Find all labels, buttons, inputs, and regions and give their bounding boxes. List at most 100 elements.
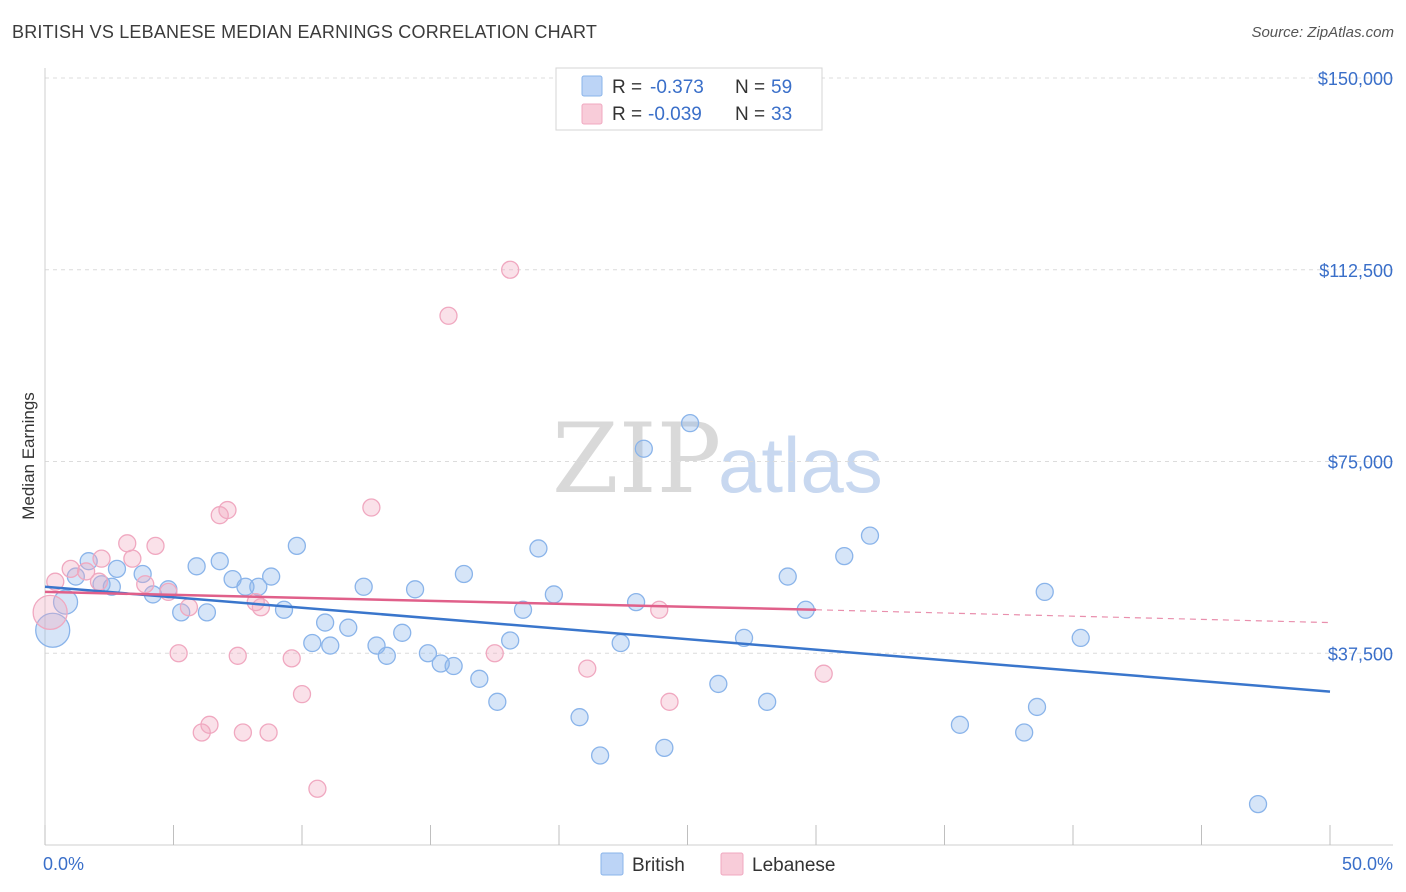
lebanese-point-24 — [308, 779, 327, 798]
british-point-52 — [860, 526, 880, 545]
british-point-34 — [488, 692, 507, 711]
british-point-6 — [107, 559, 127, 579]
british-point-45 — [680, 413, 700, 433]
watermark-zip: ZIP — [552, 403, 721, 515]
british-point-37 — [529, 539, 548, 558]
british-point-35 — [501, 631, 520, 650]
series-swatch-british — [600, 852, 624, 876]
british-point-46 — [709, 674, 728, 694]
x-tick-label-1: 50.0% — [1342, 854, 1393, 874]
watermark-atlas: atlas — [718, 421, 883, 509]
lebanese-point-25 — [362, 498, 381, 517]
british-point-15 — [236, 577, 255, 596]
lebanese-point-31 — [660, 692, 679, 711]
british-point-43 — [634, 439, 653, 458]
british-point-56 — [1035, 582, 1054, 602]
lebanese-point-6 — [118, 534, 137, 553]
lebanese-point-3 — [76, 562, 96, 581]
british-point-38 — [544, 585, 564, 604]
british-trend-line — [44, 585, 1331, 693]
british-point-51 — [835, 546, 854, 566]
x-tick-label-0: 0.0% — [43, 854, 84, 874]
lebanese-point-7 — [123, 549, 142, 568]
lebanese-point-29 — [578, 659, 597, 678]
gridlines — [45, 77, 1393, 654]
y-tick-label-3: $150,000 — [1318, 69, 1393, 89]
watermark: ZIP atlas — [552, 403, 883, 515]
british-point-33 — [470, 669, 489, 688]
legend-r-label-lebanese: R = — [612, 104, 642, 125]
british-point-54 — [1015, 723, 1034, 742]
lebanese-point-32 — [814, 664, 833, 683]
british-point-40 — [590, 746, 610, 765]
y-tick-label-2: $112,500 — [1319, 261, 1393, 281]
british-point-24 — [354, 577, 373, 596]
british-point-1 — [52, 589, 79, 615]
legend-r-value-british: -0.373 — [650, 77, 704, 98]
lebanese-point-4 — [89, 572, 109, 591]
lebanese-point-14 — [200, 715, 219, 734]
british-point-57 — [1071, 628, 1090, 648]
lebanese-point-5 — [92, 549, 111, 568]
y-axis-label: Median Earnings — [19, 392, 38, 520]
correlation-legend: R = -0.373 N = 59 R = -0.039 N = 33 — [555, 67, 823, 131]
british-point-32 — [454, 564, 474, 584]
lebanese-point-30 — [650, 600, 669, 619]
british-point-55 — [1027, 697, 1047, 717]
series-swatch-lebanese — [720, 852, 744, 876]
lebanese-trend-line-extension — [815, 609, 1331, 624]
legend-n-label-british: N = — [735, 77, 765, 98]
series-legend: British Lebanese — [600, 852, 835, 876]
series-label-british: British — [632, 855, 685, 876]
lebanese-point-12 — [179, 598, 199, 617]
british-point-20 — [303, 633, 322, 653]
british-point-42 — [626, 592, 646, 612]
british-point-23 — [339, 618, 358, 637]
british-point-11 — [187, 557, 206, 576]
axes — [44, 68, 1393, 846]
lebanese-point-21 — [259, 723, 278, 742]
british-point-28 — [405, 580, 425, 599]
y-tick-labels: $37,500 $75,000 $112,500 $150,000 — [1318, 69, 1393, 664]
lebanese-point-27 — [485, 644, 504, 663]
british-point-44 — [655, 738, 674, 757]
lebanese-point-8 — [136, 575, 155, 594]
chart-source: Source: ZipAtlas.com — [1251, 24, 1394, 41]
british-point-27 — [393, 623, 412, 642]
british-point-53 — [950, 715, 970, 734]
lebanese-point-2 — [61, 559, 80, 579]
british-point-39 — [570, 708, 589, 727]
british-point-29 — [418, 644, 438, 663]
data-points — [32, 260, 1268, 814]
lebanese-point-11 — [169, 644, 188, 663]
lebanese-point-26 — [439, 306, 458, 325]
lebanese-point-28 — [501, 260, 520, 279]
lebanese-trend-line — [44, 590, 817, 612]
legend-r-label-british: R = — [612, 77, 642, 98]
british-point-19 — [287, 536, 307, 556]
lebanese-point-22 — [282, 649, 301, 668]
british-point-36 — [513, 600, 533, 619]
lebanese-point-17 — [228, 646, 247, 665]
british-point-12 — [197, 603, 217, 622]
british-point-49 — [778, 567, 797, 586]
lebanese-point-23 — [292, 685, 312, 704]
british-point-21 — [315, 613, 335, 632]
british-point-31 — [444, 656, 463, 676]
x-tick-labels: 0.0% 50.0% — [43, 854, 1393, 874]
british-point-17 — [262, 567, 281, 586]
british-point-0 — [35, 612, 71, 648]
lebanese-point-18 — [233, 723, 253, 742]
lebanese-point-13 — [192, 723, 211, 742]
british-point-47 — [734, 628, 754, 648]
trend-lines — [44, 585, 1331, 693]
y-tick-label-0: $37,500 — [1328, 644, 1393, 664]
lebanese-point-20 — [251, 598, 271, 617]
legend-r-value-lebanese: -0.039 — [648, 104, 702, 125]
british-point-16 — [249, 577, 268, 596]
legend-swatch-lebanese — [581, 103, 603, 125]
chart-title: BRITISH VS LEBANESE MEDIAN EARNINGS CORR… — [12, 22, 598, 42]
british-point-58 — [1248, 794, 1268, 814]
british-point-41 — [611, 633, 630, 653]
